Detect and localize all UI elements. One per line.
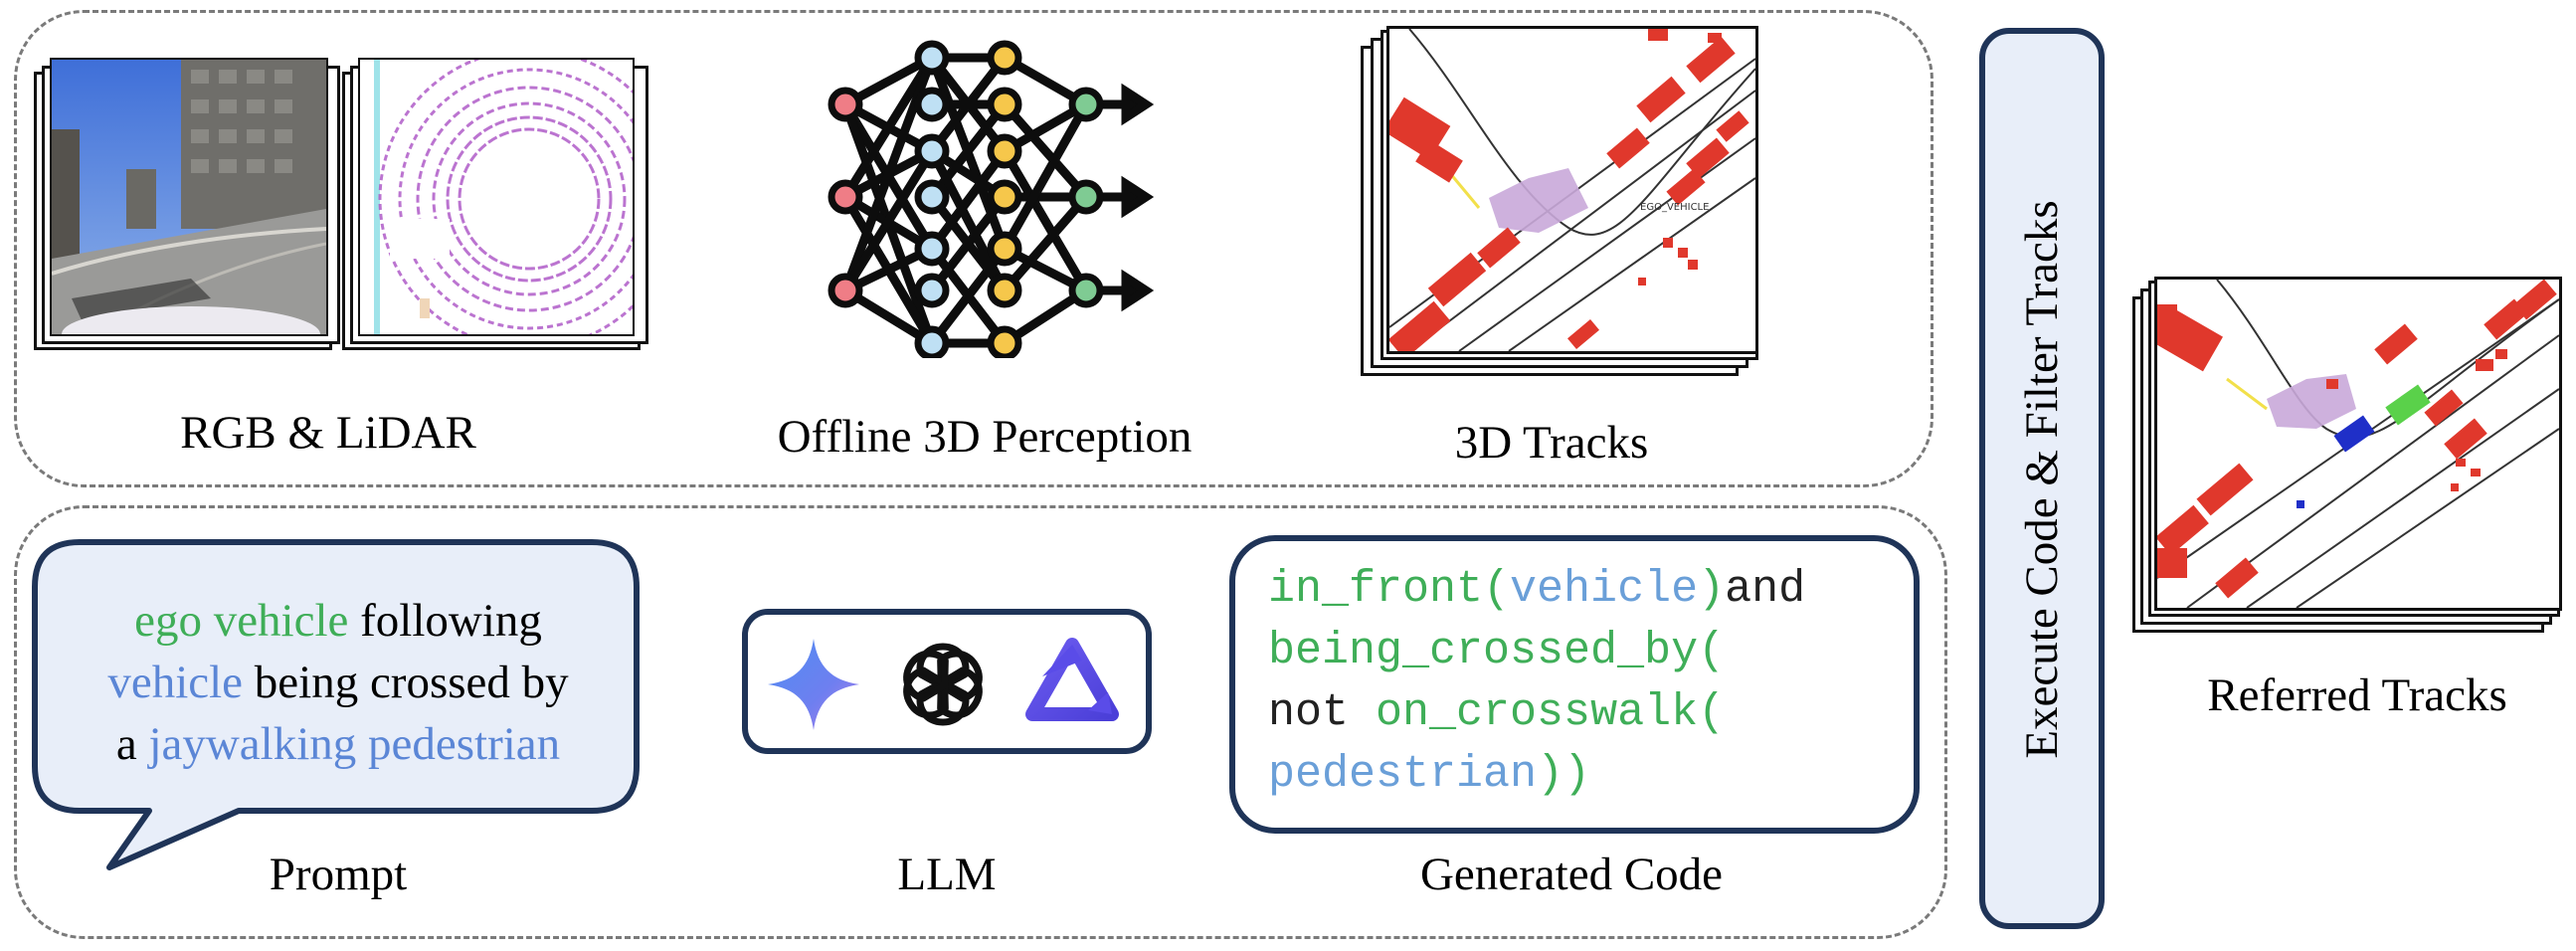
code-line-4: pedestrian)) — [1268, 749, 1591, 800]
code-line-1: in_front(vehicle)and — [1268, 564, 1806, 615]
ego-vehicle-label: EGO_VEHICLE — [1640, 202, 1709, 213]
prompt-line-1: ego vehicle following — [134, 595, 542, 647]
perception-caption: Offline 3D Perception — [777, 411, 1193, 463]
prompt-text: ego vehicle following vehicle being cros… — [40, 590, 637, 775]
tracks-caption: 3D Tracks — [1454, 417, 1649, 469]
prompt-line-2: vehicle being crossed by — [107, 657, 569, 708]
reasoning-panel — [14, 505, 1947, 939]
code-line-2: being_crossed_by( — [1268, 626, 1726, 676]
prompt-line-3: a jaywalking pedestrian — [115, 718, 561, 770]
qwen-icon — [1025, 638, 1119, 721]
referred-bev-map — [2154, 277, 2562, 611]
perception-panel — [14, 10, 1933, 487]
neural-network-icon — [816, 30, 1155, 363]
prompt-caption: Prompt — [269, 849, 408, 900]
execute-label: Execute Code & Filter Tracks — [2016, 200, 2068, 759]
openai-icon — [903, 643, 983, 726]
llm-caption: LLM — [897, 849, 997, 900]
rgb-image — [50, 58, 328, 336]
code-line-3: not on_crosswalk( — [1268, 687, 1726, 738]
llm-box — [742, 609, 1152, 754]
referred-caption: Referred Tracks — [2207, 669, 2507, 721]
code-caption: Generated Code — [1419, 849, 1724, 900]
rgb-lidar-caption: RGB & LiDAR — [180, 407, 476, 459]
lidar-image — [358, 58, 635, 336]
gemini-icon — [768, 639, 859, 730]
prompt-bubble — [32, 539, 640, 870]
execute-bar — [1979, 28, 2105, 929]
tracks-bev-map: EGO_VEHICLE — [1386, 26, 1758, 354]
generated-code-box — [1229, 535, 1920, 834]
